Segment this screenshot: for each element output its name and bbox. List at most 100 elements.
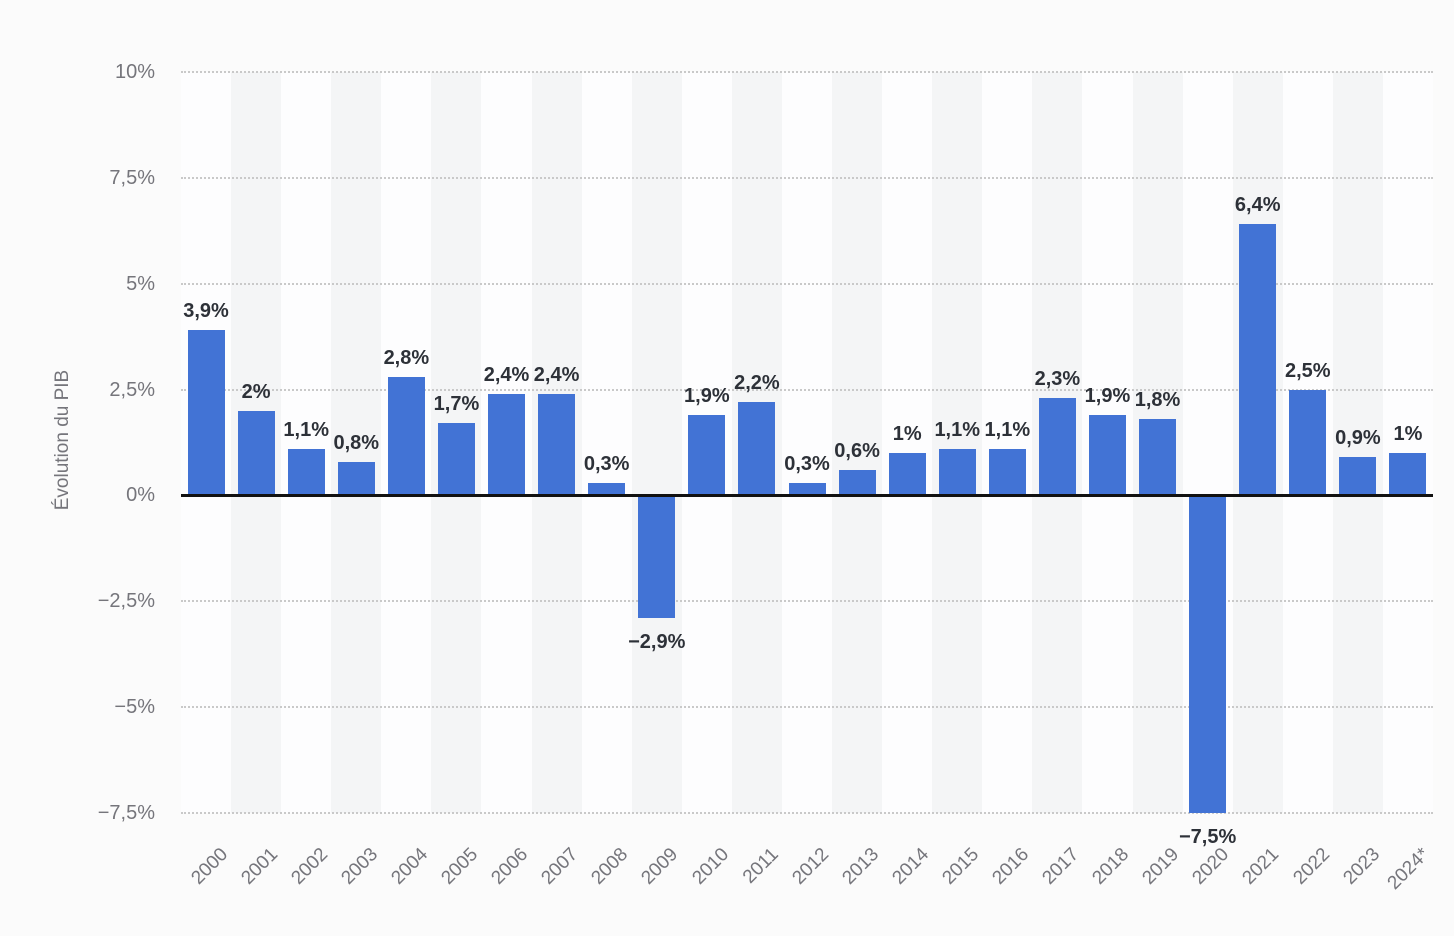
plot-band (932, 72, 983, 813)
bar-2024[interactable] (1389, 453, 1427, 496)
bar-2016[interactable] (988, 448, 1026, 496)
x-tick-label-text: 2018 (1088, 844, 1134, 889)
bar-2006[interactable] (488, 393, 526, 496)
bar-value-label: 1,7% (433, 393, 480, 416)
bar-2000[interactable] (187, 330, 225, 496)
plot-band (781, 72, 833, 813)
y-tick-label: 2,5% (109, 378, 155, 401)
x-tick-label-text: 2002 (287, 844, 333, 889)
x-tick-label-text: 2011 (739, 844, 783, 888)
x-tick-label-text: 2016 (988, 844, 1034, 889)
bar-value-label: 0,6% (834, 440, 880, 463)
gridline (181, 388, 1433, 391)
y-tick-label: 7,5% (109, 166, 155, 189)
bar-2001[interactable] (237, 410, 275, 496)
x-tick-label-text: 2000 (187, 844, 232, 889)
bar-value-label: 1% (892, 423, 922, 446)
bar-value-label: 0,8% (333, 431, 380, 454)
x-tick-label-text: 2017 (1038, 844, 1084, 889)
bar-value-label: 0,3% (784, 452, 830, 475)
x-tick-label-text: 2014 (888, 844, 934, 889)
plot-band (1332, 72, 1383, 813)
bar-2023[interactable] (1339, 457, 1377, 496)
bar-2011[interactable] (738, 402, 776, 496)
bar-2022[interactable] (1289, 389, 1327, 496)
plot-band (982, 72, 1033, 813)
x-tick-label-text: 2019 (1138, 844, 1184, 889)
bar-value-label: 1,8% (1134, 389, 1181, 412)
x-tick-label-text: 2005 (437, 844, 483, 889)
plot-band (331, 72, 382, 813)
x-tick-label-text: 2008 (587, 844, 633, 889)
bar-2014[interactable] (888, 453, 926, 496)
bar-value-label: 2,8% (383, 346, 430, 369)
bar-value-label: 3,9% (183, 300, 229, 323)
x-tick-label-text: 2013 (838, 844, 883, 889)
bar-value-label: −7,5% (1178, 826, 1237, 848)
y-tick-label: −7,5% (97, 802, 155, 824)
bar-value-label: 1% (1393, 423, 1423, 446)
gridline (181, 176, 1433, 179)
y-tick-label: −2,5% (97, 590, 155, 613)
bar-2004[interactable] (387, 376, 425, 496)
bar-value-label: −2,9% (628, 631, 686, 654)
x-tick-label-text: 2009 (637, 844, 683, 889)
plot-band (281, 72, 332, 813)
bar-value-label: 2,4% (533, 363, 580, 386)
bar-2020[interactable] (1189, 495, 1227, 813)
bar-2015[interactable] (938, 448, 976, 496)
bar-value-label: 6,4% (1234, 194, 1281, 217)
y-tick-label: 0% (126, 484, 155, 507)
gridline (181, 600, 1433, 603)
bar-value-label: 1,1% (984, 418, 1031, 441)
bar-value-label: 0,9% (1335, 427, 1381, 450)
bar-2013[interactable] (838, 470, 876, 496)
gridline (181, 282, 1433, 285)
x-tick-label-text: 2021 (1238, 844, 1284, 889)
plot-band (581, 72, 632, 813)
y-tick-label: 10% (114, 61, 155, 83)
bar-value-label: 2,5% (1285, 359, 1331, 382)
bar-2005[interactable] (437, 423, 475, 496)
x-tick-label-text: 2003 (337, 844, 383, 889)
plot-band (832, 72, 883, 813)
x-tick-label-text: 2007 (537, 844, 583, 889)
gridline (181, 706, 1433, 709)
x-tick-label-text: 2023 (1338, 844, 1384, 889)
bar-2021[interactable] (1239, 224, 1277, 496)
bar-2009[interactable] (638, 495, 676, 619)
x-tick-label-text: 2022 (1288, 844, 1334, 889)
bar-2003[interactable] (337, 461, 375, 496)
x-tick-label-text: 2004 (387, 844, 433, 889)
bar-2019[interactable] (1139, 419, 1177, 496)
plot-band (631, 72, 682, 813)
bar-2012[interactable] (788, 482, 826, 496)
bar-value-label: 2,2% (734, 372, 780, 395)
y-tick-label: 5% (126, 272, 155, 295)
bar-value-label: 1,9% (684, 384, 730, 407)
x-axis-baseline (181, 493, 1433, 497)
bar-2017[interactable] (1038, 398, 1076, 496)
bar-2008[interactable] (588, 482, 626, 496)
bar-2002[interactable] (287, 448, 325, 496)
x-tick-label-text: 2024* (1383, 844, 1434, 894)
plot-band (1382, 72, 1433, 813)
bar-2018[interactable] (1088, 414, 1126, 496)
bar-value-label: 1,9% (1084, 384, 1131, 407)
bar-value-label: 1,1% (283, 418, 329, 441)
bar-value-label: 1,1% (934, 418, 981, 441)
x-tick-label-text: 2010 (687, 844, 733, 889)
bar-value-label: 0,3% (583, 452, 630, 475)
bar-2007[interactable] (538, 393, 576, 496)
bar-value-label: 2% (241, 380, 271, 403)
gridline (181, 812, 1433, 814)
y-tick-label: −5% (114, 696, 155, 719)
x-tick-label-text: 2020 (1188, 844, 1234, 889)
x-tick-label-text: 2015 (938, 844, 984, 889)
bar-value-label: 2,3% (1034, 368, 1081, 391)
bar-2010[interactable] (688, 414, 726, 496)
x-tick-label-text: 2012 (788, 844, 833, 889)
x-tick-label-text: 2006 (487, 844, 533, 889)
bar-value-label: 2,4% (483, 363, 530, 386)
plot-band (882, 72, 933, 813)
